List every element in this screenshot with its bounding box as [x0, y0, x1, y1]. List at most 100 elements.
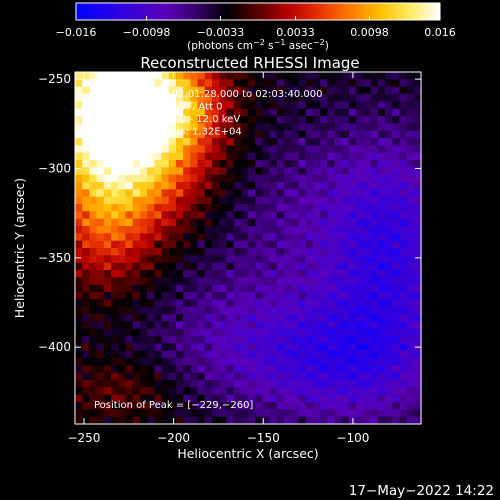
- heatmap-cell: [226, 182, 235, 190]
- heatmap-cell: [82, 358, 91, 366]
- heatmap-cell: [370, 277, 379, 286]
- heatmap-cell: [284, 101, 292, 110]
- heatmap-cell: [219, 365, 227, 374]
- heatmap-cell: [413, 270, 422, 278]
- heatmap-cell: [312, 380, 321, 388]
- heatmap-cell: [197, 145, 206, 154]
- heatmap-cell: [89, 292, 98, 300]
- heatmap-cell: [219, 387, 227, 396]
- heatmap-cell: [377, 233, 386, 242]
- heatmap-cell: [413, 167, 422, 176]
- heatmap-cell: [291, 196, 300, 205]
- heatmap-cell: [154, 152, 163, 161]
- heatmap-cell: [341, 350, 350, 359]
- heatmap-cell: [219, 277, 227, 286]
- heatmap-cell: [139, 409, 148, 418]
- heatmap-cell: [154, 387, 163, 396]
- heatmap-cell: [392, 72, 400, 80]
- heatmap-cell: [226, 72, 235, 80]
- heatmap-cell: [139, 358, 148, 366]
- heatmap-cell: [248, 284, 256, 293]
- heatmap-cell: [168, 145, 177, 154]
- heatmap-cell: [226, 255, 235, 264]
- heatmap-cell: [118, 255, 127, 264]
- heatmap-cell: [406, 372, 415, 381]
- heatmap-cell: [118, 292, 127, 300]
- heatmap-cell: [262, 394, 271, 403]
- heatmap-cell: [147, 94, 155, 102]
- heatmap-cell: [291, 416, 300, 425]
- heatmap-cell: [82, 321, 91, 330]
- heatmap-cell: [168, 218, 177, 227]
- heatmap-cell: [377, 248, 386, 256]
- heatmap-cell: [269, 79, 278, 88]
- heatmap-cell: [276, 270, 285, 278]
- heatmap-cell: [75, 328, 83, 337]
- heatmap-cell: [406, 416, 415, 425]
- heatmap-cell: [96, 101, 105, 110]
- heatmap-cell: [132, 343, 141, 352]
- heatmap-cell: [89, 160, 98, 168]
- heatmap-cell: [240, 394, 249, 403]
- heatmap-cell: [327, 372, 336, 381]
- heatmap-cell: [348, 277, 357, 286]
- heatmap-cell: [89, 196, 98, 205]
- heatmap-cell: [363, 86, 372, 95]
- heatmap-cell: [377, 196, 386, 205]
- heatmap-cell: [276, 233, 285, 242]
- heatmap-cell: [291, 226, 300, 234]
- heatmap-cell: [211, 277, 220, 286]
- heatmap-cell: [111, 321, 119, 330]
- heatmap-cell: [147, 314, 155, 322]
- heatmap-cell: [233, 358, 242, 366]
- heatmap-cell: [118, 358, 127, 366]
- heatmap-cell: [406, 343, 415, 352]
- heatmap-cell: [406, 314, 415, 322]
- heatmap-cell: [89, 101, 98, 110]
- heatmap-cell: [204, 218, 213, 227]
- heatmap-cell: [312, 262, 321, 271]
- heatmap-cell: [111, 116, 119, 124]
- heatmap-cell: [96, 372, 105, 381]
- heatmap-cell: [139, 145, 148, 154]
- heatmap-cell: [298, 79, 307, 88]
- heatmap-cell: [103, 380, 112, 388]
- heatmap-cell: [233, 123, 242, 132]
- heatmap-cell: [262, 358, 271, 366]
- heatmap-cell: [320, 416, 328, 425]
- heatmap-cell: [356, 240, 364, 249]
- heatmap-cell: [384, 226, 393, 234]
- heatmap-cell: [341, 86, 350, 95]
- heatmap-cell: [320, 123, 328, 132]
- heatmap-cell: [233, 277, 242, 286]
- heatmap-cell: [255, 116, 264, 124]
- colorbar: −0.016 −0.0098 −0.0033 0.0033 0.0098 0.016 (p…: [56, 2, 456, 52]
- heatmap-cell: [204, 101, 213, 110]
- heatmap-cell: [154, 299, 163, 308]
- heatmap-cell: [183, 284, 191, 293]
- heatmap-cell: [96, 94, 105, 102]
- heatmap-cell: [334, 284, 343, 293]
- heatmap-cell: [75, 108, 83, 117]
- heatmap-cell: [356, 152, 364, 161]
- heatmap-cell: [298, 174, 307, 183]
- heatmap-cell: [305, 226, 314, 234]
- heatmap-cell: [89, 79, 98, 88]
- heatmap-cell: [276, 336, 285, 344]
- heatmap-cell: [118, 270, 127, 278]
- heatmap-cell: [413, 196, 422, 205]
- heatmap-cell: [190, 306, 199, 315]
- heatmap-cell: [284, 196, 292, 205]
- heatmap-cell: [183, 350, 191, 359]
- heatmap-cell: [370, 182, 379, 190]
- heatmap-cell: [356, 328, 364, 337]
- annotation-line: Clean Total counts: 1.32E+04: [94, 127, 242, 138]
- heatmap-cell: [413, 86, 422, 95]
- heatmap-cell: [413, 94, 422, 102]
- heatmap-cell: [125, 86, 134, 95]
- heatmap-cell: [276, 343, 285, 352]
- colorbar-tick-label: 0.0033: [276, 26, 315, 39]
- heatmap-cell: [312, 358, 321, 366]
- heatmap-cell: [392, 189, 400, 198]
- heatmap-cell: [348, 292, 357, 300]
